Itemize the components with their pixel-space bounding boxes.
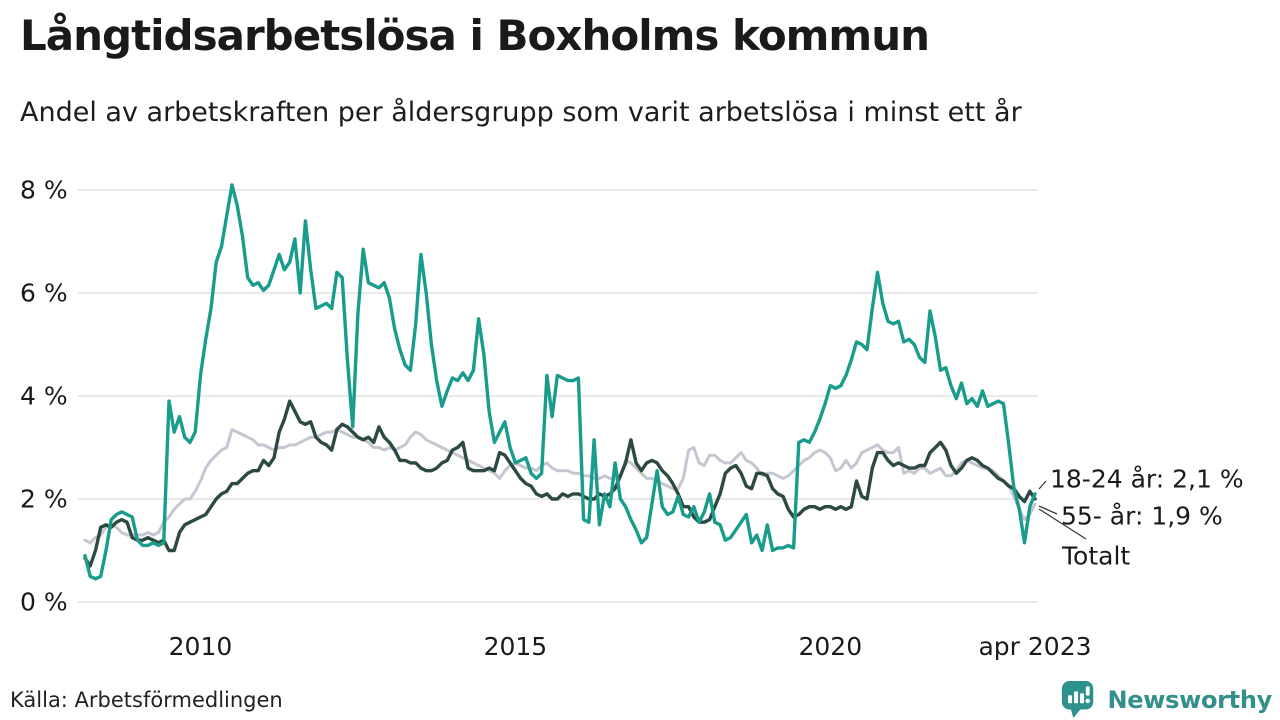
x-axis-tick-label: 2020 bbox=[798, 632, 862, 661]
newsworthy-logo: Newsworthy bbox=[1060, 680, 1272, 719]
y-axis-tick-label: 8 % bbox=[20, 176, 68, 205]
series-end-label: 55- år: 1,9 % bbox=[1061, 502, 1223, 531]
series-end-label: Totalt bbox=[1061, 542, 1130, 571]
newsworthy-logo-icon bbox=[1062, 680, 1094, 719]
newsworthy-logo-text: Newsworthy bbox=[1107, 685, 1272, 714]
label-leader-line bbox=[1038, 508, 1087, 540]
label-leader-line bbox=[1038, 480, 1047, 490]
source-text: Källa: Arbetsförmedlingen bbox=[10, 688, 283, 712]
x-axis-tick-label: apr 2023 bbox=[978, 632, 1091, 661]
series-line-1 bbox=[83, 428, 1037, 545]
page-subtitle: Andel av arbetskraften per åldersgrupp s… bbox=[20, 97, 1022, 128]
page-title: Långtidsarbetslösa i Boxholms kommun bbox=[20, 11, 930, 60]
y-axis-tick-label: 0 % bbox=[20, 588, 68, 617]
series-end-label: 18-24 år: 2,1 % bbox=[1050, 465, 1244, 494]
x-axis-tick-label: 2010 bbox=[169, 632, 233, 661]
y-axis-tick-label: 6 % bbox=[20, 279, 68, 308]
series-line-2 bbox=[83, 399, 1037, 568]
series-line-0 bbox=[83, 183, 1037, 581]
y-axis-tick-label: 2 % bbox=[20, 485, 68, 514]
y-axis-tick-label: 4 % bbox=[20, 382, 68, 411]
label-leader-line bbox=[1038, 505, 1058, 515]
x-axis-tick-label: 2015 bbox=[484, 632, 548, 661]
